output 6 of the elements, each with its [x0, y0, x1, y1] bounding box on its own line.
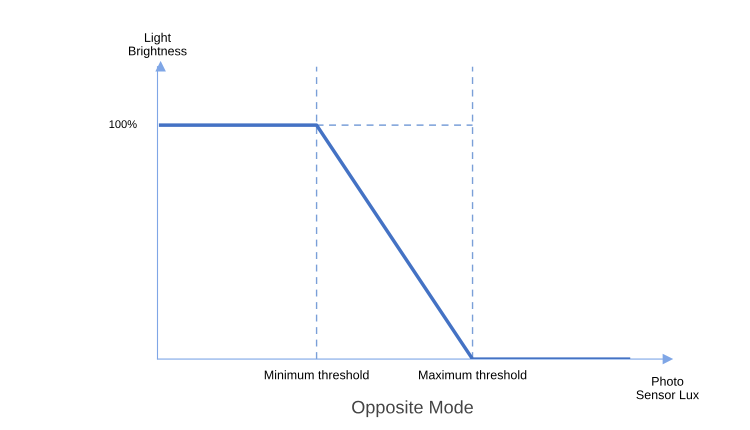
x-axis-title: Photo Sensor Lux — [636, 376, 699, 400]
x-tick-label: Maximum threshold — [419, 370, 526, 380]
text: Light Brightness — [129, 32, 187, 58]
x-tick-label: Minimum threshold — [264, 370, 369, 380]
text: Opposite Mode — [352, 400, 473, 418]
text: 100% — [110, 120, 137, 128]
